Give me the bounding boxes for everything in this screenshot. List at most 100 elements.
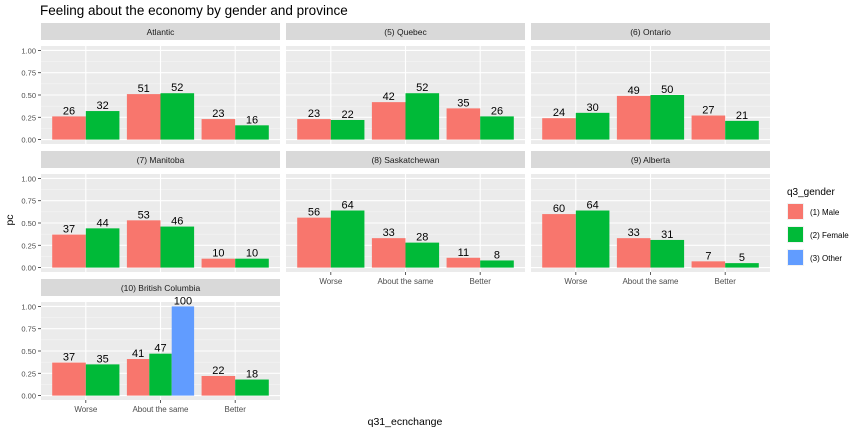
legend-key-swatch	[788, 250, 803, 265]
bar	[650, 239, 685, 268]
y-tick-label: 0.75	[21, 197, 36, 206]
bar-value-label: 41	[132, 348, 144, 360]
x-axis-title: q31_ecnchange	[368, 416, 443, 428]
chart-title: Feeling about the economy by gender and …	[40, 3, 348, 18]
bar	[371, 238, 406, 268]
y-tick-label: 0.50	[21, 91, 36, 100]
bar-value-label: 37	[63, 352, 75, 364]
bar	[725, 120, 759, 140]
bar	[446, 108, 481, 140]
x-tick-label: Worse	[74, 405, 98, 414]
bar-value-label: 7	[705, 250, 711, 262]
bar-value-label: 60	[553, 203, 565, 215]
bar	[405, 242, 440, 268]
bar	[171, 306, 195, 396]
panel-2-strip	[286, 23, 525, 40]
y-tick-label: 0.50	[21, 219, 36, 228]
y-tick-label: 1.00	[21, 174, 36, 183]
bar-value-label: 22	[212, 365, 224, 377]
bar-value-label: 5	[739, 252, 745, 264]
bar-value-label: 8	[494, 249, 500, 261]
legend-entry-label: (3) Other	[810, 254, 842, 263]
panel-7-strip-label: (10) British Columbia	[121, 283, 201, 293]
bar-value-label: 18	[246, 369, 258, 381]
bar	[85, 111, 120, 140]
bar	[201, 258, 236, 268]
bar-value-label: 27	[702, 105, 714, 117]
bar-value-label: 23	[308, 108, 320, 120]
bar-value-label: 44	[96, 217, 108, 229]
y-tick-label: 0.00	[21, 264, 36, 273]
y-tick-label: 0.25	[21, 241, 36, 250]
bar-value-label: 42	[383, 91, 395, 103]
legend-key-swatch	[788, 227, 803, 242]
bar	[52, 234, 86, 268]
bar	[52, 116, 86, 140]
bar-value-label: 26	[491, 105, 503, 117]
bar	[330, 210, 365, 268]
bar-value-label: 32	[96, 100, 108, 112]
bar	[405, 93, 440, 140]
panel-2-strip-label: (5) Quebec	[384, 27, 427, 37]
bar	[126, 220, 161, 268]
bar-value-label: 100	[174, 295, 192, 307]
panel-7-strip	[41, 279, 280, 296]
bar	[297, 217, 331, 268]
y-tick-label: 0.00	[21, 136, 36, 145]
bar-value-label: 52	[171, 82, 183, 94]
y-tick-label: 1.00	[21, 302, 36, 311]
y-tick-label: 0.50	[21, 347, 36, 356]
bar	[691, 115, 726, 140]
x-tick-label: About the same	[622, 277, 679, 286]
bar-value-label: 10	[246, 248, 258, 260]
bar-value-label: 37	[63, 224, 75, 236]
panel-5-strip	[286, 151, 525, 168]
bar	[542, 118, 576, 140]
y-axis-title: pc	[4, 214, 16, 225]
bar-value-label: 52	[416, 82, 428, 94]
x-tick-label: About the same	[132, 405, 189, 414]
bar-value-label: 33	[383, 227, 395, 239]
legend-key-swatch	[788, 204, 803, 219]
bar-value-label: 33	[628, 227, 640, 239]
bar-value-label: 64	[341, 200, 353, 212]
y-tick-label: 0.75	[21, 325, 36, 334]
bar	[235, 125, 269, 140]
bar-value-label: 35	[457, 97, 469, 109]
bar	[52, 362, 86, 396]
panel-1-strip	[41, 23, 280, 40]
bar	[297, 119, 331, 140]
y-tick-label: 1.00	[21, 46, 36, 55]
x-tick-label: Worse	[319, 277, 343, 286]
panel-4-strip	[41, 151, 280, 168]
legend-title: q3_gender	[787, 187, 835, 198]
bar	[446, 257, 481, 268]
bar-value-label: 10	[212, 248, 224, 260]
bar	[149, 353, 172, 396]
bar-value-label: 21	[736, 110, 748, 122]
bar	[575, 112, 610, 140]
x-tick-label: Worse	[564, 277, 588, 286]
x-tick-label: About the same	[377, 277, 434, 286]
y-tick-label: 0.75	[21, 69, 36, 78]
bar	[371, 102, 406, 140]
bar	[330, 119, 365, 140]
bar	[201, 119, 236, 140]
bar	[691, 261, 726, 268]
bar-value-label: 23	[212, 108, 224, 120]
bar-value-label: 16	[246, 114, 258, 126]
bar-value-label: 50	[661, 84, 673, 96]
bar	[650, 95, 685, 140]
bar-value-label: 56	[308, 207, 320, 219]
bar	[235, 258, 269, 268]
panel-6-strip-label: (9) Alberta	[631, 155, 670, 165]
bar	[160, 93, 195, 140]
bar	[542, 214, 576, 268]
bar-value-label: 51	[138, 83, 150, 95]
bar-value-label: 49	[628, 85, 640, 97]
bar-value-label: 24	[553, 107, 565, 119]
y-tick-label: 0.00	[21, 392, 36, 401]
panel-5-strip-label: (8) Saskatchewan	[371, 155, 439, 165]
bar-value-label: 28	[416, 232, 428, 244]
